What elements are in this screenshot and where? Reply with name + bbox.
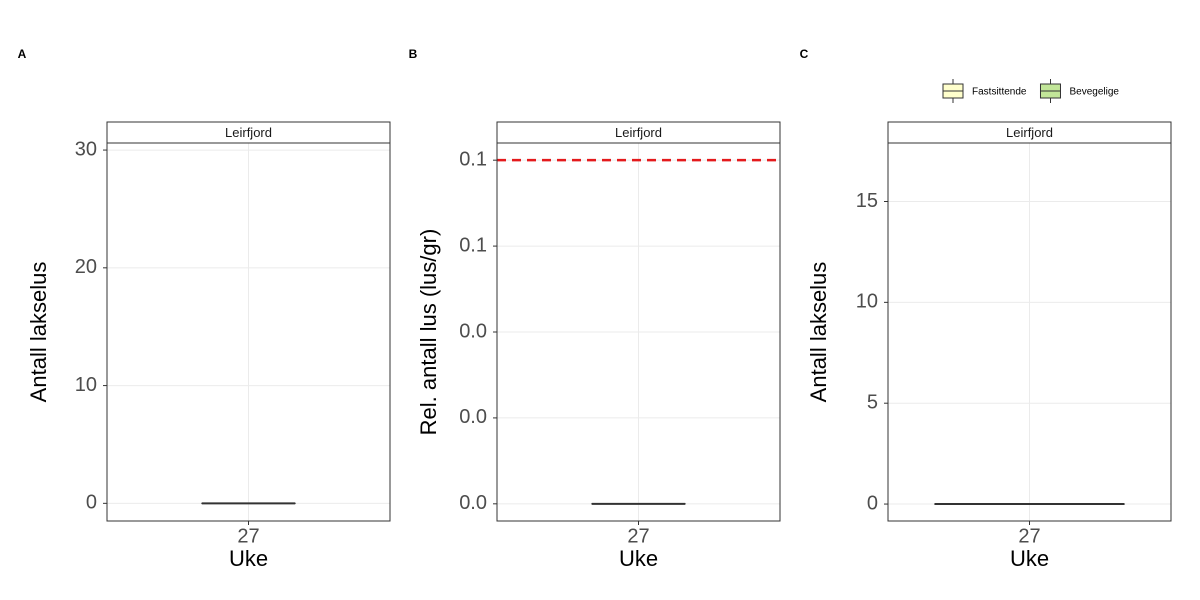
x-axis-title: Uke: [1010, 546, 1049, 571]
y-tick-label: 0.0: [459, 492, 487, 514]
x-tick-label: 27: [1018, 525, 1040, 547]
y-tick-label: 0.1: [459, 148, 487, 170]
y-tick-label: 0.1: [459, 234, 487, 256]
y-tick-label: 5: [867, 391, 878, 413]
panel-tag: B: [409, 47, 418, 61]
y-tick-label: 0.0: [459, 406, 487, 428]
strip: [496, 121, 781, 144]
y-tick-label: 0.0: [459, 320, 487, 342]
y-tick-label: 20: [75, 256, 97, 278]
y-axis-title: Antall lakselus: [26, 262, 51, 403]
x-tick-label: 27: [237, 525, 259, 547]
panel-tag: A: [18, 47, 27, 61]
y-tick-label: 10: [75, 374, 97, 396]
strip-label: Leirfjord: [1006, 125, 1053, 140]
legend-label: Bevegelige: [1069, 87, 1119, 98]
strip-label: Leirfjord: [615, 125, 662, 140]
strip: [887, 121, 1172, 144]
y-axis-title: Antall lakselus: [806, 262, 831, 403]
legend-label: Fastsittende: [972, 87, 1027, 98]
y-tick-label: 0: [86, 492, 97, 514]
x-tick-label: 27: [627, 525, 649, 547]
x-axis-title: Uke: [229, 546, 268, 571]
y-tick-label: 0: [867, 492, 878, 514]
y-tick-label: 30: [75, 138, 97, 160]
strip: [106, 121, 391, 144]
x-axis-title: Uke: [619, 546, 658, 571]
y-tick-label: 15: [856, 190, 878, 212]
strip-label: Leirfjord: [225, 125, 272, 140]
y-tick-label: 10: [856, 291, 878, 313]
panel-tag: C: [800, 47, 809, 61]
y-axis-title: Rel. antall lus (lus/gr): [416, 229, 441, 436]
